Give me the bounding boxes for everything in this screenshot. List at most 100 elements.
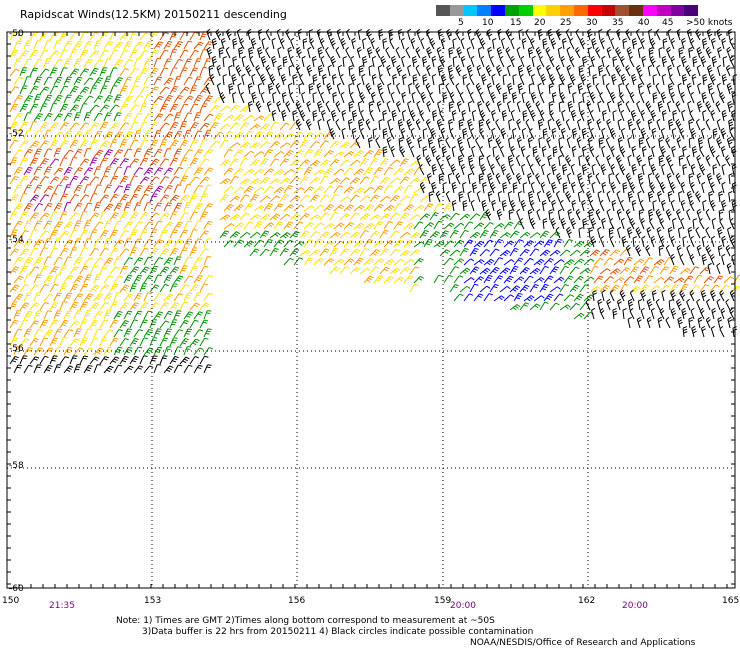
wind-barb [173, 94, 183, 104]
wind-barb [259, 248, 270, 257]
wind-barb [203, 95, 214, 104]
wind-barb [73, 94, 83, 104]
wind-barb [289, 91, 295, 104]
wind-barb [529, 267, 541, 275]
wind-barb [521, 127, 527, 140]
wind-barb [73, 184, 83, 194]
wind-barb [39, 337, 49, 347]
wind-barb [575, 47, 581, 59]
wind-barb [339, 177, 351, 185]
wind-barb [682, 164, 687, 176]
wind-barb [169, 283, 178, 293]
wind-barb [373, 258, 385, 266]
wind-barb [699, 218, 705, 230]
wind-barb [123, 221, 133, 230]
wind-barb [119, 175, 129, 185]
wind-barb [358, 119, 364, 131]
wind-barb [119, 32, 130, 41]
wind-barb [606, 208, 611, 221]
wind-barb [63, 184, 72, 194]
wind-barb [281, 91, 287, 104]
wind-barb [299, 109, 306, 122]
wind-barb [479, 249, 490, 257]
wind-barb [23, 112, 32, 122]
wind-barb [363, 166, 373, 176]
wind-barb [129, 158, 140, 167]
wind-barb [353, 150, 364, 158]
wind-barb [153, 58, 162, 68]
wind-barb [63, 149, 74, 158]
wind-barb [302, 38, 308, 50]
wind-barb [682, 326, 688, 338]
wind-barb [99, 319, 109, 329]
wind-barb [570, 217, 577, 230]
wind-barb [509, 265, 519, 275]
wind-barb [173, 238, 183, 248]
wind-barb [356, 46, 362, 59]
wind-barb [129, 31, 138, 41]
lat-label: -52 [9, 129, 24, 139]
wind-barb [499, 145, 505, 158]
wind-barb [406, 118, 413, 131]
wind-barb [233, 149, 244, 158]
wind-barb [611, 73, 617, 86]
wind-barb [470, 37, 475, 50]
wind-barb [659, 235, 665, 248]
wind-barb [362, 56, 368, 68]
wind-barb [666, 46, 672, 59]
wind-barb [53, 221, 64, 230]
wind-barb [560, 55, 566, 68]
legend-swatch [463, 5, 478, 16]
wind-barb [431, 163, 437, 176]
wind-barb [390, 91, 395, 104]
wind-barb [9, 86, 20, 95]
wind-barb [536, 208, 541, 221]
wind-barb [73, 364, 82, 374]
wind-barb [697, 82, 702, 95]
wind-barb [149, 337, 158, 347]
wind-barb [535, 100, 541, 113]
wind-barb [660, 199, 666, 212]
wind-barb [467, 100, 473, 113]
wind-barb [451, 109, 457, 122]
wind-barb [387, 118, 392, 131]
wind-barb [289, 55, 295, 68]
wind-barb [269, 247, 279, 257]
wind-barb [401, 91, 407, 104]
wind-barb [93, 130, 103, 140]
wind-barb [19, 157, 28, 167]
wind-barb [548, 83, 554, 95]
wind-barb [139, 266, 150, 275]
wind-barb [463, 258, 475, 266]
legend-swatch [504, 5, 519, 16]
wind-barb [493, 257, 504, 266]
wind-barb [596, 118, 602, 131]
wind-barb [640, 37, 645, 50]
wind-barb [149, 355, 158, 365]
wind-barb [133, 202, 142, 212]
wind-barb [260, 91, 265, 104]
wind-barb [709, 199, 716, 212]
wind-barb [510, 109, 515, 122]
wind-barb [666, 100, 672, 113]
wind-barb [348, 65, 354, 77]
wind-barb [419, 109, 425, 122]
wind-barb [659, 307, 665, 320]
wind-barb [385, 46, 391, 59]
wind-barb [19, 140, 29, 149]
wind-barb [460, 37, 465, 50]
wind-barb [393, 202, 403, 212]
wind-barb [705, 100, 712, 113]
wind-barb [49, 247, 59, 257]
wind-barb [551, 199, 557, 212]
wind-barb [522, 110, 528, 122]
wind-barb [43, 58, 52, 68]
wind-barb [189, 356, 199, 365]
wind-barb [437, 100, 442, 113]
wind-barb [189, 193, 198, 203]
wind-barb [549, 249, 561, 257]
wind-barb [153, 364, 162, 374]
wind-barb [43, 185, 54, 194]
wind-barb [569, 73, 576, 86]
wind-barb [279, 232, 291, 239]
